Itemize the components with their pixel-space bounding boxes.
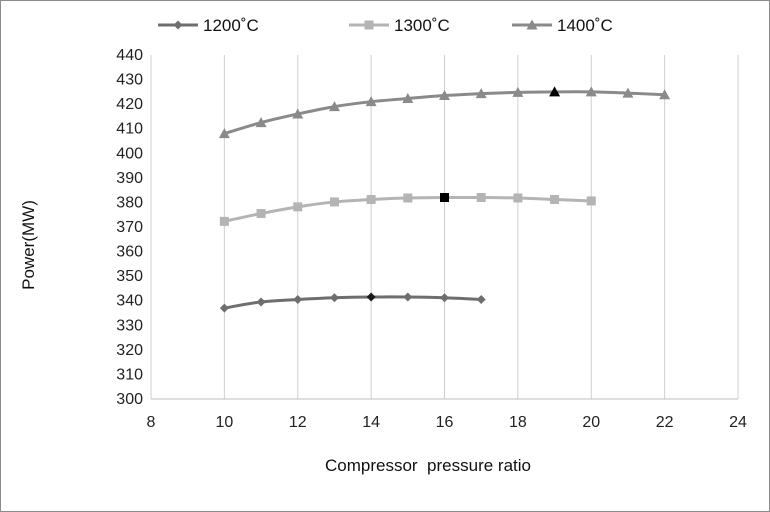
y-tick-label: 310 <box>116 366 143 383</box>
data-point <box>586 196 596 206</box>
y-tick-label: 420 <box>116 96 143 113</box>
data-point <box>659 89 671 100</box>
data-point <box>550 194 560 204</box>
series-2 <box>218 86 671 139</box>
x-tick-label: 8 <box>147 414 156 431</box>
data-point <box>622 87 634 98</box>
y-tick-label: 370 <box>116 219 143 236</box>
legend-label: 1400˚C <box>557 16 613 35</box>
y-tick-label: 350 <box>116 268 143 285</box>
y-tick-label: 320 <box>116 342 143 359</box>
data-point <box>549 86 561 97</box>
y-tick-label: 360 <box>116 244 143 261</box>
x-tick-label: 22 <box>656 414 674 431</box>
data-point <box>218 128 230 139</box>
x-tick-label: 10 <box>215 414 233 431</box>
data-point <box>366 292 376 302</box>
y-tick-label: 430 <box>116 72 143 89</box>
y-tick-label: 400 <box>116 145 143 162</box>
data-point <box>329 293 339 303</box>
y-tick-label: 330 <box>116 317 143 334</box>
legend: 1200˚C 1300˚C 1400˚C <box>158 16 613 35</box>
data-point <box>585 86 597 97</box>
data-point <box>219 216 229 226</box>
legend-item: 1400˚C <box>512 16 613 35</box>
data-point <box>440 193 449 203</box>
legend-label: 1200˚C <box>203 16 259 35</box>
y-tick-label: 340 <box>116 293 143 310</box>
data-point <box>526 19 538 30</box>
y-tick-label: 390 <box>116 170 143 187</box>
data-point <box>475 88 487 99</box>
data-point <box>513 193 523 203</box>
data-point <box>292 108 304 119</box>
legend-label: 1300˚C <box>394 16 450 35</box>
data-point <box>512 86 524 97</box>
series-lines <box>218 86 671 313</box>
gridlines <box>150 55 739 399</box>
data-point <box>256 297 266 307</box>
data-point <box>255 117 267 128</box>
data-point <box>293 202 303 212</box>
data-point <box>173 20 183 30</box>
data-point <box>328 101 340 112</box>
y-tick-label: 440 <box>116 47 143 64</box>
data-point <box>440 293 449 303</box>
x-tick-label: 16 <box>436 414 454 431</box>
data-point <box>403 292 413 302</box>
data-point <box>364 20 374 30</box>
y-tick-label: 300 <box>116 391 143 408</box>
data-point <box>365 96 377 107</box>
series-0 <box>219 292 486 313</box>
data-point <box>366 194 376 204</box>
axes: 8 10 12 14 16 18 20 22 24 300 310 320 330 340 350 360 37… <box>116 47 747 431</box>
y-axis-title: Power(MW) <box>19 200 38 290</box>
data-point <box>403 193 413 203</box>
data-point <box>219 303 229 313</box>
legend-item: 1200˚C <box>158 16 259 35</box>
x-tick-label: 24 <box>729 414 747 431</box>
x-tick-label: 20 <box>582 414 600 431</box>
data-point <box>402 92 414 103</box>
data-point <box>439 90 450 101</box>
data-point <box>256 208 266 218</box>
y-tick-label: 380 <box>116 194 143 211</box>
x-tick-label: 14 <box>362 414 380 431</box>
data-point <box>293 294 303 304</box>
data-point <box>476 294 486 304</box>
legend-item: 1300˚C <box>349 16 450 35</box>
series-1 <box>219 193 596 226</box>
data-point <box>476 193 486 203</box>
x-tick-label: 18 <box>509 414 527 431</box>
data-point <box>329 197 339 207</box>
x-tick-label: 12 <box>289 414 307 431</box>
y-tick-label: 410 <box>116 121 143 138</box>
x-axis-title: Compressor pressure ratio <box>325 456 531 475</box>
